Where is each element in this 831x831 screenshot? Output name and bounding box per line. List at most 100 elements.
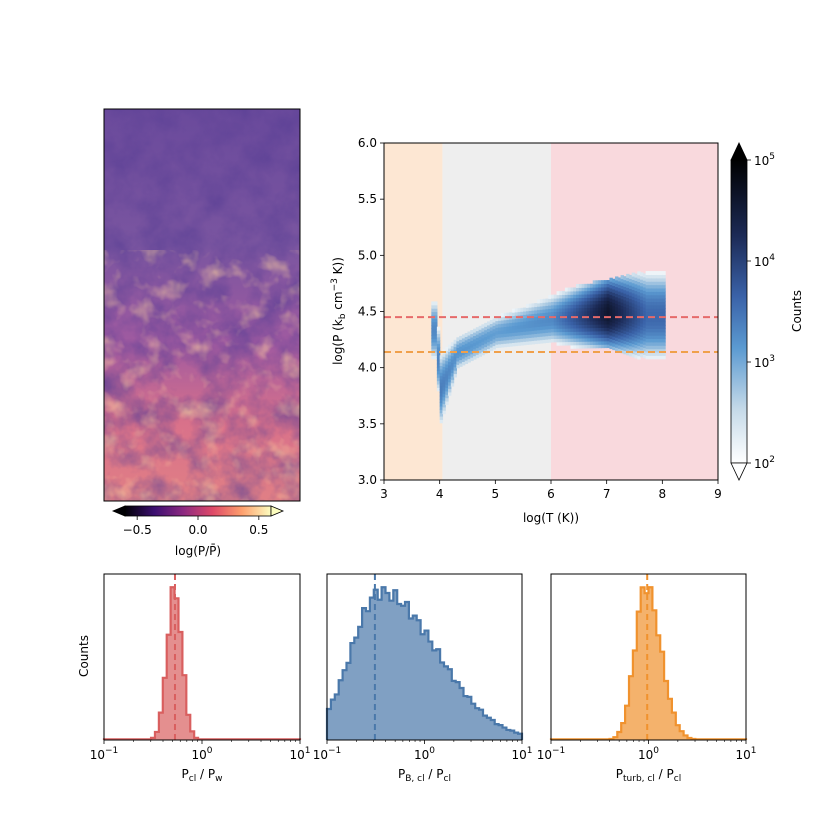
density-cell xyxy=(445,380,449,385)
density-cell xyxy=(631,329,636,334)
density-cell xyxy=(556,318,560,323)
density-cell xyxy=(548,335,552,340)
density-cell xyxy=(642,307,647,312)
density-cell xyxy=(637,345,641,350)
density-cell xyxy=(640,306,644,311)
density-cell xyxy=(470,333,474,338)
density-cell xyxy=(453,339,457,344)
density-cell xyxy=(517,328,521,333)
density-cell xyxy=(595,337,599,342)
density-cell xyxy=(648,308,652,313)
density-cell xyxy=(551,294,555,299)
density-cell xyxy=(567,331,572,336)
density-heatmap xyxy=(431,271,666,424)
density-cell xyxy=(623,296,627,301)
density-cell xyxy=(467,351,471,356)
density-cell xyxy=(495,320,499,325)
density-cell xyxy=(473,348,477,353)
density-cell xyxy=(656,321,661,326)
density-cell xyxy=(640,282,644,287)
density-cell xyxy=(659,281,663,286)
density-cell xyxy=(514,321,519,326)
counts-colorbar: 102 103 104 105 Counts xyxy=(730,142,804,481)
density-cell xyxy=(637,321,641,326)
density-cell xyxy=(576,310,580,315)
density-cell xyxy=(559,334,563,339)
density-cell xyxy=(484,326,488,331)
density-cell xyxy=(556,334,560,339)
density-cell xyxy=(609,301,613,306)
density-cell xyxy=(562,321,566,326)
density-cell xyxy=(542,335,547,340)
density-cell xyxy=(573,341,577,346)
density-cell xyxy=(517,308,521,313)
density-cell xyxy=(523,324,527,329)
density-cell xyxy=(645,345,650,350)
density-cell xyxy=(537,329,541,334)
density-cell xyxy=(461,354,466,359)
density-cell xyxy=(587,324,591,329)
density-cell xyxy=(523,314,527,319)
density-cell xyxy=(612,322,616,327)
density-cell xyxy=(637,298,641,303)
density-cell xyxy=(598,344,602,349)
density-cell xyxy=(612,336,616,341)
density-cell xyxy=(467,355,471,360)
density-cell xyxy=(478,329,483,334)
density-cell xyxy=(459,335,463,340)
density-cell xyxy=(520,338,524,343)
density-cell xyxy=(603,320,608,325)
density-cell xyxy=(623,313,627,318)
density-cell xyxy=(601,310,605,315)
density-cell xyxy=(442,406,446,411)
density-cell xyxy=(570,321,574,326)
density-cell xyxy=(581,307,585,312)
density-cell xyxy=(553,331,558,336)
density-cell xyxy=(620,281,624,286)
density-cell xyxy=(537,326,541,331)
counts-colorbar-extend-low xyxy=(730,462,748,481)
density-cell xyxy=(628,281,633,286)
density-cell xyxy=(626,304,630,309)
density-cell xyxy=(656,351,661,356)
density-cell xyxy=(623,299,627,304)
density-cell xyxy=(542,312,547,317)
density-cell xyxy=(642,344,647,349)
density-cell xyxy=(620,318,624,323)
density-cell xyxy=(609,284,613,289)
density-cell xyxy=(603,286,608,291)
density-cell xyxy=(587,327,591,332)
density-cell xyxy=(581,310,585,315)
density-cell xyxy=(617,304,622,309)
density-cell xyxy=(495,330,499,335)
density-cell xyxy=(634,314,638,319)
density-cell xyxy=(584,304,588,309)
density-cell xyxy=(651,318,655,323)
density-cell xyxy=(623,326,627,331)
density-cell xyxy=(559,318,563,323)
density-cell xyxy=(570,338,574,343)
density-cell xyxy=(601,303,605,308)
density-cell xyxy=(595,340,599,345)
density-cell xyxy=(478,339,483,344)
density-cell xyxy=(434,318,438,323)
density-cell xyxy=(470,330,474,335)
density-cell xyxy=(551,338,555,343)
density-cell xyxy=(439,365,444,370)
density-cell xyxy=(431,345,435,350)
density-cell xyxy=(439,412,444,417)
density-cell xyxy=(495,344,499,349)
density-cell xyxy=(503,339,508,344)
density-cell xyxy=(548,321,552,326)
density-cell xyxy=(525,314,530,318)
density-cell xyxy=(434,321,438,326)
density-cell xyxy=(634,337,638,342)
density-cell xyxy=(567,328,572,332)
density-cell xyxy=(595,297,599,302)
density-cell xyxy=(445,397,449,402)
density-cell xyxy=(542,325,547,330)
density-cell xyxy=(467,334,471,339)
density-cell xyxy=(609,291,613,296)
density-cell xyxy=(481,324,485,329)
density-cell xyxy=(509,335,513,340)
